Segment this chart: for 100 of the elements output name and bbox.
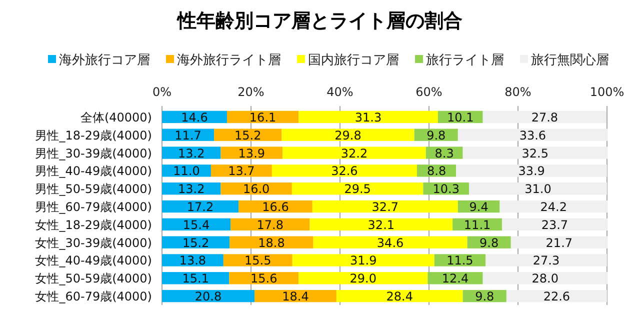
y-tick-label: 女性_18-29歳(4000) bbox=[35, 218, 152, 232]
bar bbox=[230, 236, 314, 248]
x-tick-label: 100% bbox=[590, 85, 624, 99]
bar bbox=[506, 290, 607, 302]
bar bbox=[510, 236, 608, 248]
bar bbox=[482, 110, 607, 124]
data-label: 23.7 bbox=[541, 218, 568, 232]
data-label: 34.6 bbox=[376, 236, 404, 250]
data-label: 29.0 bbox=[350, 272, 376, 286]
data-label: 11.5 bbox=[446, 254, 474, 268]
legend-label: 旅行ライト層 bbox=[426, 53, 504, 68]
data-label: 29.5 bbox=[344, 182, 371, 196]
data-label: 13.2 bbox=[178, 146, 205, 160]
data-label: 18.4 bbox=[282, 290, 309, 304]
data-label: 11.0 bbox=[173, 164, 200, 178]
data-label: 27.8 bbox=[531, 110, 558, 124]
bar bbox=[456, 164, 607, 177]
bar bbox=[500, 200, 608, 213]
data-label: 15.5 bbox=[244, 254, 272, 268]
bar bbox=[310, 218, 453, 230]
x-tick-label: 20% bbox=[238, 85, 264, 99]
data-label: 33.9 bbox=[518, 164, 545, 178]
bar bbox=[336, 290, 463, 302]
data-label: 10.3 bbox=[432, 182, 460, 196]
data-label: 8.8 bbox=[427, 164, 446, 178]
data-label: 27.3 bbox=[532, 254, 560, 268]
data-label: 31.3 bbox=[354, 110, 382, 124]
data-label: 32.6 bbox=[331, 164, 358, 178]
data-label: 15.2 bbox=[182, 236, 210, 250]
legend-label: 旅行無関心層 bbox=[531, 52, 609, 68]
data-label: 13.8 bbox=[179, 254, 206, 268]
data-label: 32.1 bbox=[368, 218, 395, 232]
data-label: 12.4 bbox=[442, 272, 469, 286]
y-tick-label: 男性_60-79歳(4000) bbox=[35, 200, 152, 214]
data-label: 24.2 bbox=[540, 200, 567, 214]
data-label: 9.8 bbox=[475, 290, 494, 304]
data-label: 20.8 bbox=[194, 290, 222, 304]
bar bbox=[162, 164, 211, 177]
data-label: 9.4 bbox=[469, 200, 488, 214]
data-label: 17.2 bbox=[186, 200, 214, 214]
y-tick-label: 男性_18-29歳(4000) bbox=[35, 128, 152, 142]
data-label: 13.9 bbox=[238, 146, 266, 160]
legend-label: 海外旅行ライト層 bbox=[177, 53, 281, 68]
y-tick-label: 男性_40-49歳(4000) bbox=[35, 164, 152, 178]
data-label: 16.1 bbox=[249, 110, 276, 124]
bar bbox=[298, 110, 438, 124]
data-label: 18.8 bbox=[258, 236, 285, 250]
data-label: 9.8 bbox=[480, 236, 499, 250]
y-tick-label: 女性_60-79歳(4000) bbox=[35, 290, 152, 304]
data-label: 14.6 bbox=[181, 110, 208, 124]
legend-label: 海外旅行コア層 bbox=[59, 53, 150, 68]
bar bbox=[223, 254, 292, 266]
bar bbox=[162, 254, 224, 266]
y-tick-label: 女性_30-39歳(4000) bbox=[35, 236, 152, 250]
data-label: 32.2 bbox=[340, 146, 368, 160]
bar bbox=[282, 128, 414, 141]
y-tick-label: 女性_50-59歳(4000) bbox=[35, 272, 152, 286]
x-tick-label: 40% bbox=[326, 85, 354, 99]
y-tick-label: 全体(40000) bbox=[80, 110, 152, 124]
bar bbox=[434, 254, 486, 266]
y-tick-label: 男性_50-59歳(4000) bbox=[35, 182, 152, 196]
data-label: 22.6 bbox=[543, 290, 570, 304]
data-label: 10.1 bbox=[447, 110, 474, 124]
data-label: 33.6 bbox=[519, 128, 546, 142]
y-tick-label: 女性_40-49歳(4000) bbox=[35, 254, 152, 268]
bar bbox=[292, 182, 424, 195]
data-label: 31.0 bbox=[524, 182, 552, 196]
bar bbox=[210, 164, 272, 177]
data-label: 21.7 bbox=[546, 236, 573, 250]
data-label: 16.6 bbox=[262, 200, 289, 214]
y-tick-label: 男性_30-39歳(4000) bbox=[35, 146, 152, 160]
x-tick-label: 80% bbox=[504, 85, 532, 99]
x-tick-label: 0% bbox=[152, 85, 172, 99]
data-label: 13.2 bbox=[178, 182, 205, 196]
data-label: 15.1 bbox=[182, 272, 209, 286]
bar bbox=[220, 146, 283, 159]
chart-title: 性年齢別コア層とライト層の割合 bbox=[176, 10, 462, 32]
data-label: 11.7 bbox=[174, 128, 202, 142]
bar bbox=[482, 272, 608, 284]
bar bbox=[312, 200, 458, 213]
bar bbox=[458, 128, 608, 141]
data-label: 15.6 bbox=[250, 272, 278, 286]
data-label: 29.8 bbox=[334, 128, 362, 142]
bar bbox=[486, 254, 607, 266]
data-label: 16.0 bbox=[242, 182, 270, 196]
x-tick-label: 60% bbox=[416, 85, 442, 99]
bar bbox=[298, 272, 428, 284]
legend-label: 国内旅行コア層 bbox=[308, 53, 399, 68]
data-label: 11.1 bbox=[464, 218, 491, 232]
bar bbox=[282, 146, 426, 159]
data-label: 17.8 bbox=[256, 218, 284, 232]
data-label: 31.9 bbox=[350, 254, 377, 268]
data-label: 15.2 bbox=[234, 128, 262, 142]
data-label: 13.7 bbox=[228, 164, 255, 178]
bar bbox=[162, 146, 221, 159]
data-label: 32.5 bbox=[522, 146, 548, 160]
bar bbox=[162, 236, 230, 248]
data-label: 9.8 bbox=[426, 128, 446, 142]
bar bbox=[292, 254, 434, 266]
data-label: 15.4 bbox=[182, 218, 210, 232]
